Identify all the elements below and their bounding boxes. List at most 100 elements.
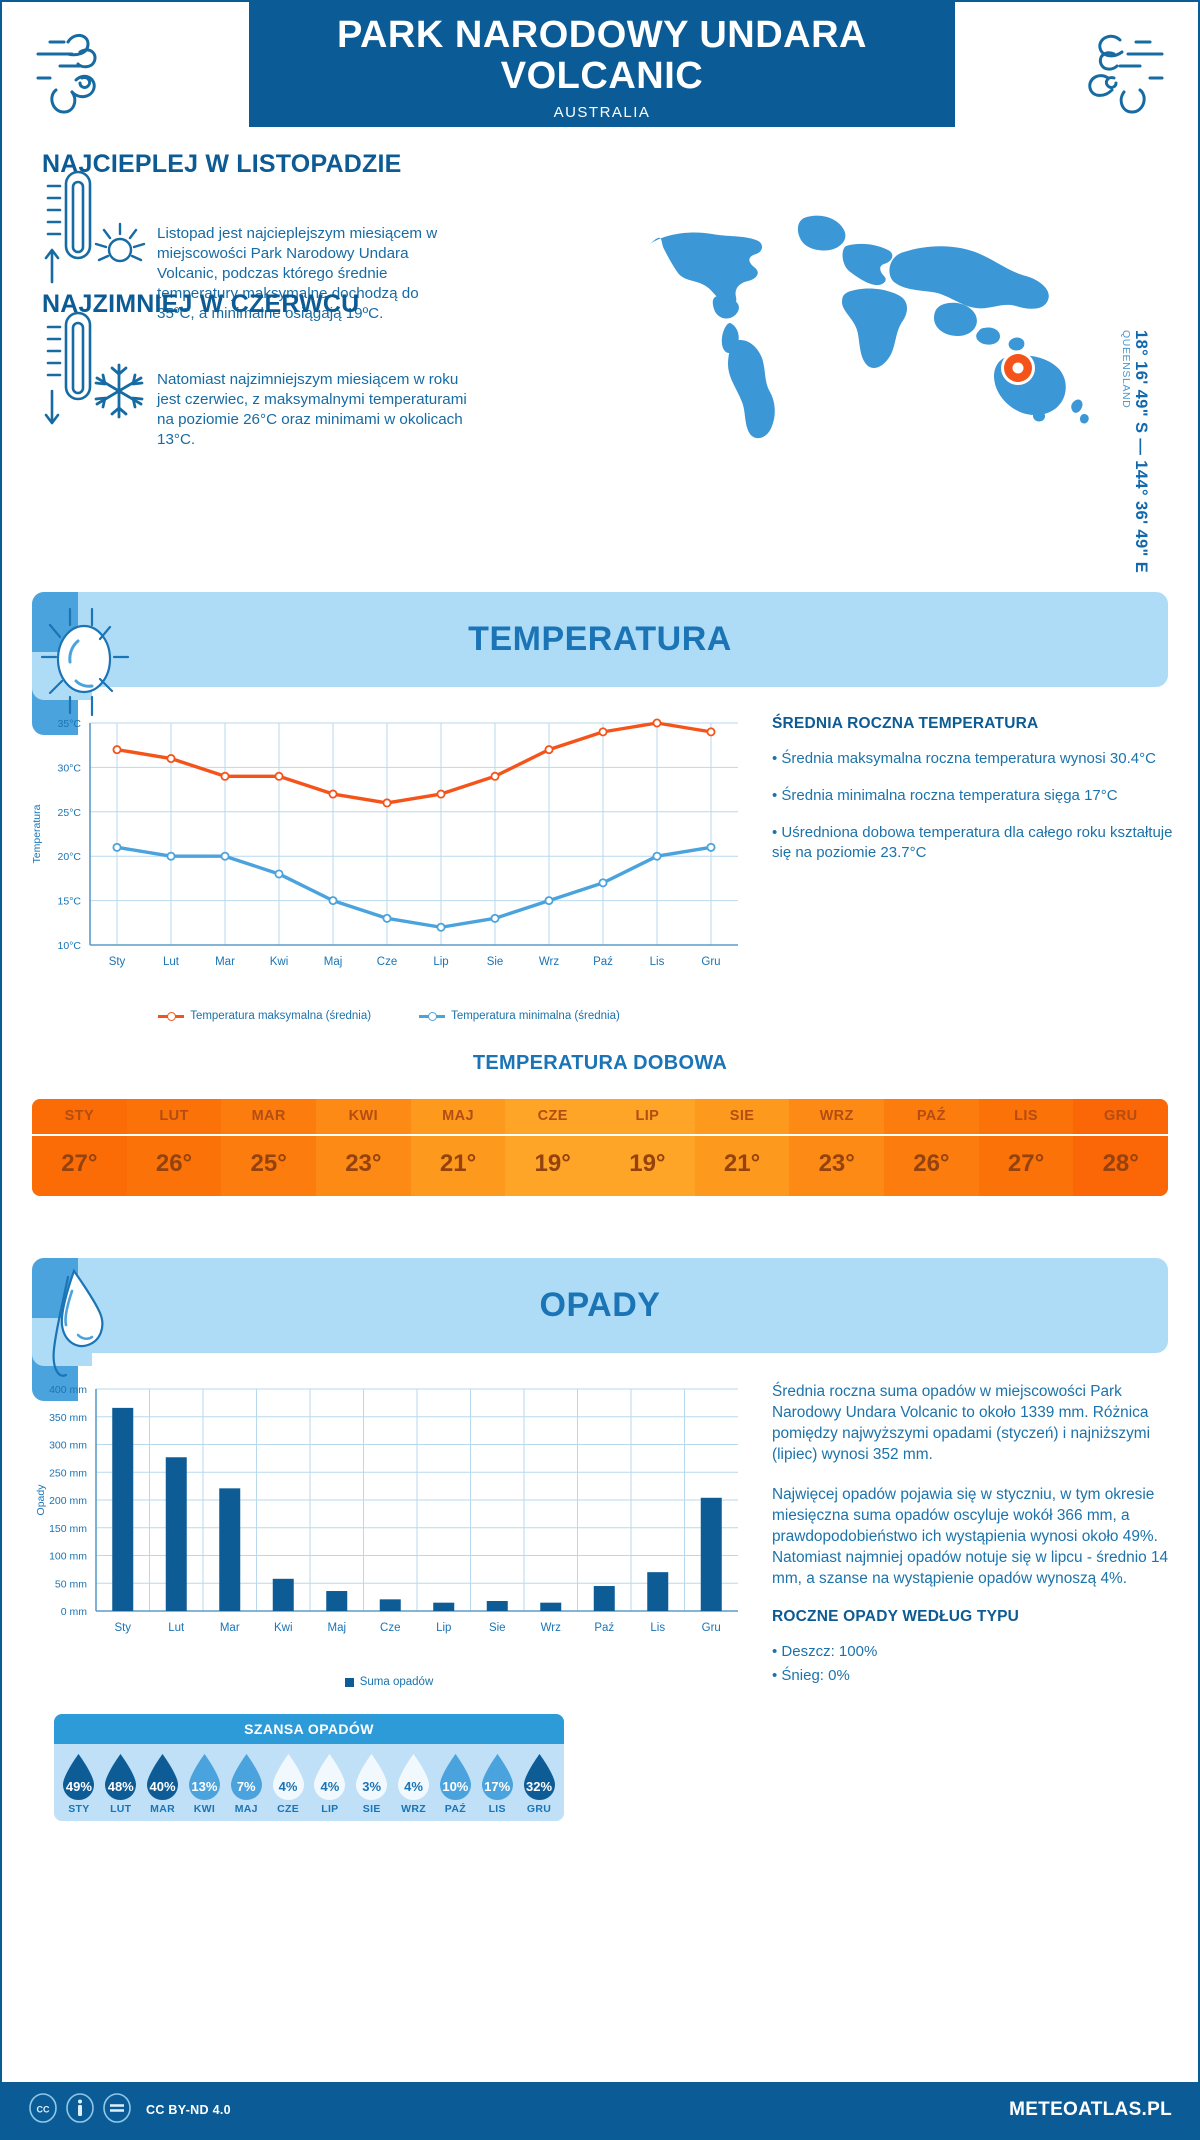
daily-temp-value: 26° [884,1134,979,1196]
legend-item-sum: Suma opadów [344,1676,433,1688]
precip-chance-value: 10% [442,1779,469,1794]
svg-text:Kwi: Kwi [270,956,289,968]
brand-label: METEOATLAS.PL [1009,2099,1172,2120]
page-title: PARK NARODOWY UNDARA VOLCANIC [336,14,868,97]
warmest-month-block: NAJCIEPLEJ W LISTOPADZIE [42,150,442,179]
coldest-month-block: NAJZIMNIEJ W CZERWCU [42,290,462,319]
footer: CC CC BY-ND 4.0 METEOATLAS.PL [2,2082,1198,2138]
svg-text:350 mm: 350 mm [49,1412,87,1424]
daily-temp-month: MAR [251,1108,286,1124]
raindrop-icon: 7% [228,1753,265,1801]
svg-text:400 mm: 400 mm [49,1384,87,1396]
svg-text:Sty: Sty [109,956,126,968]
daily-temp-cell: MAR 25° [221,1099,317,1196]
daily-temp-value: 23° [789,1134,885,1196]
raindrop-icon: 10% [437,1753,474,1801]
svg-text:Opady: Opady [35,1484,47,1516]
precip-chance-item: 10% PAŹ [434,1753,476,1815]
precip-chance-month: KWI [193,1803,216,1815]
svg-text:50 mm: 50 mm [55,1578,87,1590]
daily-temp-month: PAŹ [916,1108,946,1124]
precip-chance-value: 4% [404,1779,423,1794]
precip-chance-month: MAR [150,1803,175,1815]
daily-temp-month: STY [64,1108,95,1124]
svg-text:300 mm: 300 mm [49,1440,87,1452]
temperature-section-banner: TEMPERATURA [32,592,1168,735]
svg-text:CC: CC [37,2104,50,2114]
svg-text:25°C: 25°C [58,807,82,819]
precip-chance-month: MAJ [234,1803,258,1815]
raindrop-icon: 49% [60,1753,97,1801]
precip-chance-value: 7% [236,1779,256,1794]
svg-text:Lip: Lip [433,956,448,968]
precip-chance-item: 32% GRU [518,1753,560,1815]
precip-chance-item: 3% SIE [351,1753,393,1815]
raindrop-icon: 4% [270,1753,307,1801]
svg-text:Gru: Gru [701,956,720,968]
sun-banner-icon [40,597,150,727]
legend-line-max [158,1011,185,1021]
daily-temp-value: 25° [221,1134,317,1196]
precip-chance-card: SZANSA OPADÓW 49% STY 48% LUT 40% MAR 13% KWI 7%… [54,1714,564,1821]
daily-temp-value: 27° [32,1134,127,1196]
daily-temp-title: TEMPERATURA DOBOWA [472,1052,728,1074]
precip-chance-item: 4% LIP [309,1753,351,1815]
daily-temp-cell: GRU 28° [1073,1099,1168,1196]
daily-temp-value: 27° [978,1134,1074,1196]
wind-swirl-icon-right [1060,18,1180,123]
warmest-month-title: NAJCIEPLEJ W LISTOPADZIE [42,150,402,178]
svg-text:Lis: Lis [650,1622,665,1634]
daily-temp-month: LIP [635,1108,660,1124]
thermometer-down-icon [40,305,102,435]
title-banner: PARK NARODOWY UNDARA VOLCANIC AUSTRALIA [249,2,955,127]
precip-chance-month: PAŹ [444,1803,466,1815]
svg-text:Lis: Lis [650,956,665,968]
sun-icon [90,216,150,281]
daily-temp-month: LUT [159,1108,189,1124]
legend-swatch-sum [344,1677,354,1687]
summary-section: NAJCIEPLEJ W LISTOPADZIE Listopad jest n… [2,150,1198,592]
raindrop-icon: 40% [144,1753,181,1801]
daily-temp-cell: LIP 19° [600,1099,695,1196]
daily-temp-value: 23° [316,1134,411,1196]
daily-temp-cell: LUT 26° [126,1099,222,1196]
annual-temp-bullet-2: • Średnia minimalna roczna temperatura s… [772,787,1118,804]
precip-chance-value: 13% [191,1779,218,1794]
daily-temp-table: STY 27° LUT 26° MAR 25° KWI 23° MAJ 21° CZE 19° LIP 1… [32,1099,1168,1196]
svg-text:Maj: Maj [327,1622,346,1634]
world-map [632,200,1112,450]
precip-chance-month: LUT [110,1803,132,1815]
cc-icon: CC [28,2092,58,2128]
temperature-summary-panel: ŚREDNIA ROCZNA TEMPERATURA • Średnia mak… [754,709,1176,1022]
precip-chance-droplets: 49% STY 48% LUT 40% MAR 13% KWI 7% MAJ 4% CZE 4% LIP 3… [54,1744,564,1821]
daily-temp-value: 28° [1073,1134,1168,1196]
precipitation-section-banner: OPADY [32,1258,1168,1401]
precipitation-chart-row: 0 mm 50 mm 100 mm 150 mm 200 mm 250 mm 300 mm 3… [2,1353,1198,1821]
temperature-legend: Temperatura maksymalna (średnia) Tempera… [24,1010,754,1022]
daily-temp-value: 19° [600,1134,695,1196]
daily-temp-cell: KWI 23° [316,1099,411,1196]
daily-temp-cell: STY 27° [32,1099,127,1196]
precip-chance-item: 4% CZE [267,1753,309,1815]
precip-type-rain: • Deszcz: 100% [772,1643,878,1660]
snowflake-icon [88,360,150,427]
daily-temp-value: 26° [126,1134,222,1196]
raindrop-icon: 4% [395,1753,432,1801]
svg-text:15°C: 15°C [58,896,82,908]
raindrop-icon: 4% [311,1753,348,1801]
precip-chance-item: 7% MAJ [225,1753,267,1815]
precip-type-title: ROCZNE OPADY WEDŁUG TYPU [772,1608,1020,1625]
raindrop-icon: 3% [353,1753,390,1801]
svg-text:Maj: Maj [324,956,343,968]
precipitation-banner-label: OPADY [539,1286,661,1324]
legend-item-max: Temperatura maksymalna (średnia) [158,1010,371,1022]
daily-temp-value: 21° [694,1134,790,1196]
svg-text:0 mm: 0 mm [61,1606,88,1618]
svg-text:Kwi: Kwi [274,1622,293,1634]
precip-chance-month: GRU [526,1803,552,1815]
precip-chance-month: SIE [362,1803,381,1815]
daily-temp-cell: PAŹ 26° [884,1099,979,1196]
coldest-month-text: Natomiast najzimniejszym miesiącem w rok… [157,371,467,448]
svg-text:Lut: Lut [168,1622,185,1634]
